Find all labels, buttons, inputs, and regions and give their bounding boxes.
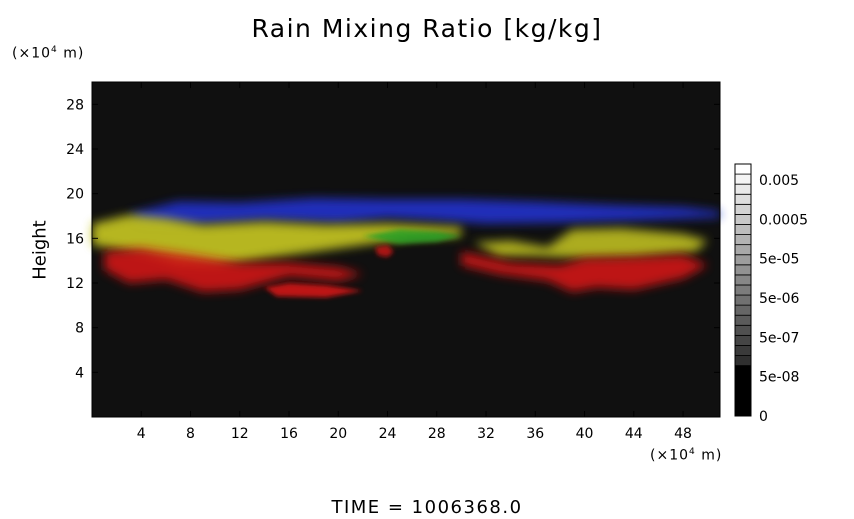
- colorbar-label: 5e-08: [759, 370, 799, 386]
- x-tick-label: 28: [428, 426, 446, 442]
- colorbar-cell: [734, 345, 752, 356]
- time-label: TIME = 1006368.0: [331, 497, 523, 518]
- colorbar-cell: [734, 284, 752, 296]
- plot-frame: [91, 81, 721, 418]
- colorbar-cell: [734, 334, 752, 346]
- colorbar-cell: [734, 294, 752, 306]
- x-tick-label: 44: [625, 426, 643, 442]
- colorbar-cell: [734, 173, 752, 185]
- y-tick-label: 20: [66, 187, 84, 203]
- rain-field: [92, 198, 720, 298]
- blue-layer: [128, 198, 720, 225]
- colorbar-cell: [734, 274, 752, 286]
- red-layer-cell: [264, 283, 363, 298]
- colorbar-cell: [734, 264, 752, 276]
- colorbar-label: 5e-06: [759, 291, 799, 307]
- colorbar-cell: [734, 203, 752, 215]
- x-tick-label: 24: [379, 426, 397, 442]
- yellow-layer-west: [92, 214, 462, 267]
- chart-title: Rain Mixing Ratio [kg/kg]: [251, 14, 603, 43]
- colorbar-label: 5e-05: [759, 252, 799, 268]
- x-tick-label: 4: [137, 426, 146, 442]
- y-tick-label: 16: [66, 231, 84, 247]
- x-tick-label: 20: [329, 426, 347, 442]
- y-tick-label: 24: [66, 142, 84, 158]
- colorbar-cell: [734, 213, 752, 225]
- x-tick-label: 40: [576, 426, 594, 442]
- y-tick-label: 4: [75, 365, 84, 381]
- yellow-layer-east: [473, 228, 708, 259]
- colorbar-label: 5e-07: [759, 330, 799, 346]
- x-tick-label: 32: [477, 426, 495, 442]
- colorbar-frame: [734, 163, 752, 417]
- x-tick-label: 8: [186, 426, 195, 442]
- y-tick-label: 8: [75, 321, 84, 337]
- red-layer-west: [104, 248, 363, 292]
- colorbar-label: 0: [759, 409, 768, 425]
- colorbar-cell: [734, 314, 752, 326]
- colorbar-cell: [734, 405, 752, 417]
- y-tick-label: 28: [66, 97, 84, 113]
- colorbar-cell: [734, 355, 752, 366]
- colorbar-cell: [734, 234, 752, 246]
- colorbar-cell: [734, 365, 752, 377]
- colorbar-cell: [734, 244, 752, 256]
- colorbar-cell: [734, 183, 752, 195]
- red-layer-east: [461, 251, 708, 292]
- colorbar-cell: [734, 385, 752, 397]
- green-layer: [362, 229, 462, 244]
- colorbar-cell: [734, 324, 752, 336]
- colorbar-cell: [734, 304, 752, 316]
- red-layer-center: [375, 245, 394, 258]
- y-tick-label: 12: [66, 276, 84, 292]
- colorbar-label: 0.0005: [759, 212, 808, 228]
- x-unit-label: (×104 m): [650, 447, 723, 464]
- x-tick-label: 12: [231, 426, 249, 442]
- x-tick-label: 36: [526, 426, 544, 442]
- colorbar-cell: [734, 193, 752, 205]
- colorbar-cell: [734, 224, 752, 235]
- colorbar-cell: [734, 375, 752, 387]
- x-tick-label: 16: [280, 426, 298, 442]
- colorbar-label: 0.005: [759, 173, 799, 189]
- x-tick-label: 48: [674, 426, 692, 442]
- colorbar: 0.005 0.0005 5e-05 5e-06 5e-07 5e-08 0: [734, 163, 808, 425]
- colorbar-cell: [734, 163, 752, 175]
- colorbar-cell: [734, 395, 752, 407]
- y-unit-label: (×104 m): [12, 45, 85, 62]
- colorbar-cell: [734, 254, 752, 266]
